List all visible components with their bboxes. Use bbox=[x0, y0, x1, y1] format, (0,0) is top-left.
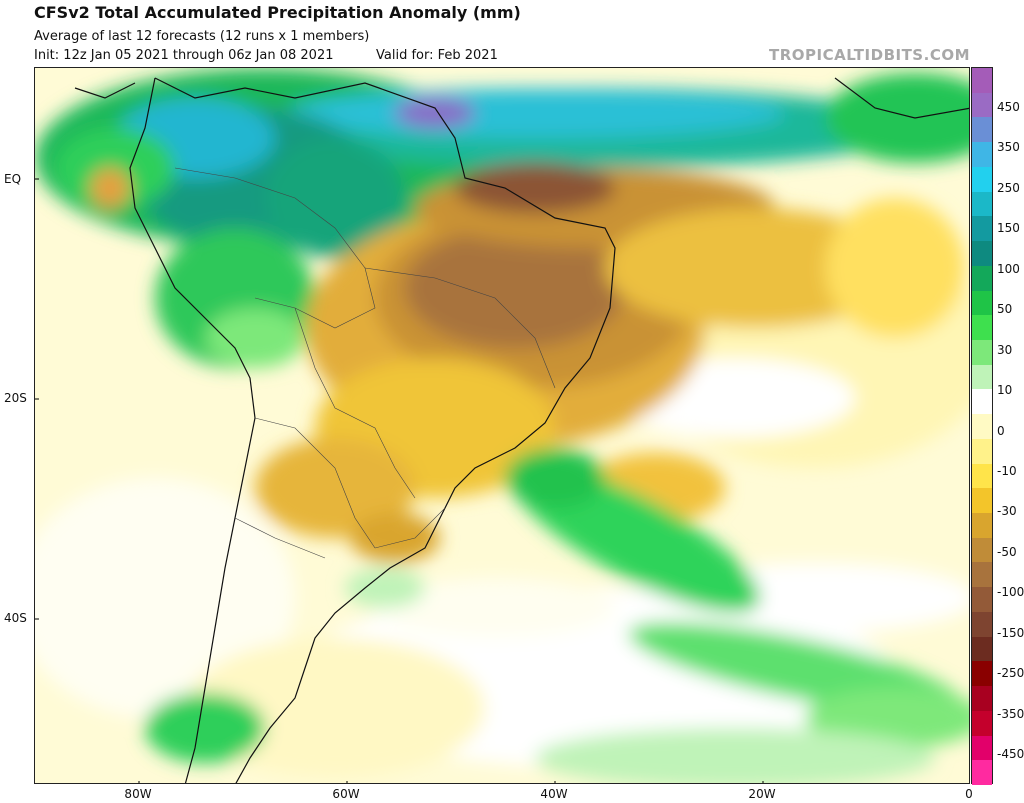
colorbar-segment bbox=[972, 315, 992, 341]
colorbar-segment bbox=[972, 735, 992, 761]
colorbar-label: -30 bbox=[997, 504, 1017, 519]
colorbar-segment bbox=[972, 710, 992, 737]
colorbar-segment bbox=[972, 191, 992, 217]
colorbar-segment bbox=[972, 414, 992, 440]
colorbar-segment bbox=[972, 562, 992, 588]
country-borders bbox=[174, 167, 556, 559]
colorbar-segment bbox=[972, 290, 992, 316]
colorbar-label: 350 bbox=[997, 140, 1020, 155]
init-time: Init: 12z Jan 05 2021 through 06z Jan 08… bbox=[34, 48, 334, 63]
colorbar-segment bbox=[972, 339, 992, 366]
colorbar-segment bbox=[972, 760, 992, 786]
map-canvas bbox=[35, 68, 969, 783]
colorbar-label: -100 bbox=[997, 585, 1024, 600]
valid-time: Valid for: Feb 2021 bbox=[376, 48, 498, 63]
colorbar-segment bbox=[972, 513, 992, 539]
lon-label-80w: 80W bbox=[124, 787, 152, 801]
colorbar-label: -250 bbox=[997, 666, 1024, 681]
lon-label-40w: 40W bbox=[540, 787, 568, 801]
lat-label-40s: 40S bbox=[4, 611, 27, 625]
colorbar-segment bbox=[972, 142, 992, 168]
colorbar-label: -10 bbox=[997, 463, 1017, 478]
colorbar-label: 50 bbox=[997, 302, 1013, 317]
colorbar-segment bbox=[972, 364, 992, 390]
lon-label-60w: 60W bbox=[332, 787, 360, 801]
colorbar-segment bbox=[972, 265, 992, 291]
colorbar-label: 250 bbox=[997, 180, 1020, 195]
colorbar-segment bbox=[972, 438, 992, 465]
colorbar-segment bbox=[972, 587, 992, 613]
colorbar-segment bbox=[972, 241, 992, 267]
colorbar-label: 150 bbox=[997, 221, 1020, 236]
graticule-ticks bbox=[35, 178, 764, 783]
colorbar-label: -50 bbox=[997, 544, 1017, 559]
lon-label-0: 0 bbox=[965, 787, 973, 801]
lon-label-20w: 20W bbox=[748, 787, 776, 801]
colorbar-label: 30 bbox=[997, 342, 1013, 357]
colorbar-label: 100 bbox=[997, 261, 1020, 276]
colorbar-segment bbox=[972, 216, 992, 242]
colorbar-segment bbox=[972, 661, 992, 687]
colorbar-segment bbox=[972, 537, 992, 563]
colorbar-label: 0 bbox=[997, 423, 1005, 438]
colorbar-label: -150 bbox=[997, 625, 1024, 640]
colorbar-segment bbox=[972, 68, 992, 94]
colorbar-segment bbox=[972, 611, 992, 638]
colorbar bbox=[971, 67, 993, 786]
colorbar-label: 10 bbox=[997, 383, 1013, 398]
colorbar-label: 450 bbox=[997, 100, 1020, 114]
map-subtitle: Average of last 12 forecasts (12 runs x … bbox=[34, 29, 370, 44]
colorbar-segment bbox=[972, 686, 992, 712]
colorbar-segment bbox=[972, 463, 992, 489]
lat-label-eq: EQ bbox=[4, 172, 22, 186]
precip-anomaly-map bbox=[34, 67, 970, 784]
brand-watermark: TROPICALTIDBITS.COM bbox=[769, 46, 970, 64]
anomaly-field bbox=[35, 68, 969, 783]
colorbar-label: -350 bbox=[997, 706, 1024, 721]
colorbar-segment bbox=[972, 636, 992, 662]
colorbar-segment bbox=[972, 166, 992, 193]
colorbar-label: -450 bbox=[997, 747, 1024, 761]
colorbar-segment bbox=[972, 92, 992, 118]
colorbar-segment bbox=[972, 488, 992, 514]
map-title: CFSv2 Total Accumulated Precipitation An… bbox=[34, 3, 521, 22]
lat-label-20s: 20S bbox=[4, 391, 27, 405]
colorbar-segment bbox=[972, 117, 992, 143]
colorbar-segment bbox=[972, 389, 992, 415]
coastlines bbox=[74, 77, 969, 783]
